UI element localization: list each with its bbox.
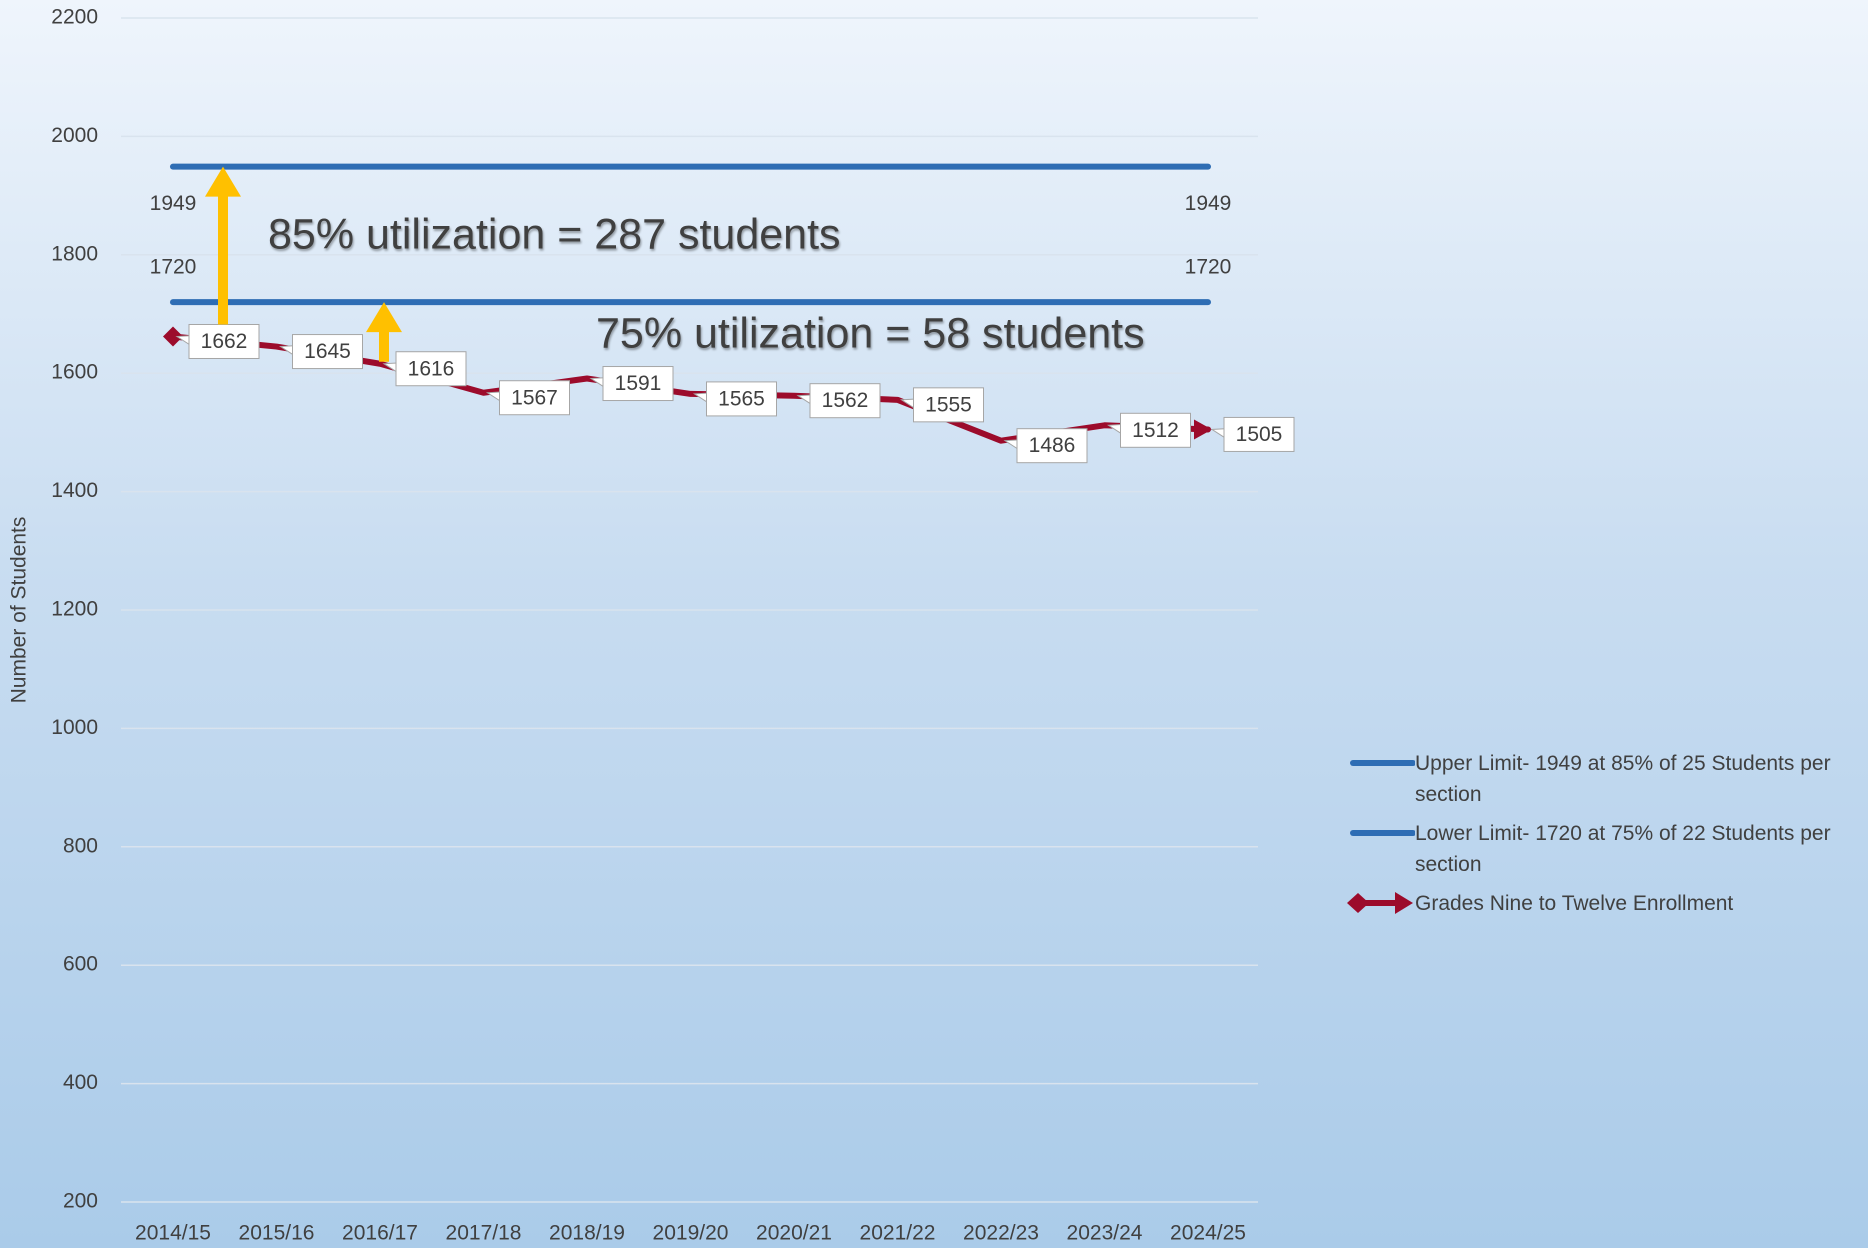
y-tick-label: 2200 <box>51 6 98 29</box>
data-label: 1591 <box>589 366 674 402</box>
x-tick-label: 2021/22 <box>860 1222 936 1245</box>
x-tick-label: 2022/23 <box>963 1222 1039 1245</box>
arrow-head <box>205 166 241 197</box>
x-tick-label: 2023/24 <box>1067 1222 1143 1245</box>
label-box <box>1120 412 1191 448</box>
label-box <box>499 380 570 416</box>
data-label-text: 1562 <box>822 389 869 412</box>
x-tick-label: 2020/21 <box>756 1222 832 1245</box>
data-label: 1616 <box>382 351 467 387</box>
data-label: 1565 <box>692 381 777 417</box>
legend: Upper Limit- 1949 at 85% of 25 Students … <box>1345 748 1860 927</box>
y-tick-label: 1000 <box>51 716 98 739</box>
data-label-text: 1591 <box>615 372 662 395</box>
start-marker <box>163 326 183 347</box>
data-label: 1505 <box>1210 416 1295 452</box>
data-label: 1662 <box>175 323 260 359</box>
y-tick-label: 1400 <box>51 479 98 502</box>
legend-item: Upper Limit- 1949 at 85% of 25 Students … <box>1345 748 1860 810</box>
data-label: 1562 <box>796 383 881 419</box>
label-box <box>809 383 881 419</box>
x-tick-label: 2015/16 <box>239 1222 315 1245</box>
data-label-text: 1616 <box>408 357 455 380</box>
y-tick-label: 400 <box>63 1071 98 1094</box>
label-box <box>602 366 674 402</box>
y-tick-label: 1600 <box>51 361 98 384</box>
annotation: 75% utilization = 58 students <box>596 309 1145 357</box>
label-box <box>1016 428 1088 464</box>
data-label: 1949 <box>150 192 197 215</box>
y-tick-label: 600 <box>63 953 98 976</box>
legend-marker <box>1347 893 1369 913</box>
end-marker <box>1194 419 1212 440</box>
data-label-text: 1567 <box>511 386 558 409</box>
annotation: 85% utilization = 287 students <box>268 210 841 258</box>
x-tick-label: 2019/20 <box>653 1222 729 1245</box>
data-label: 1720 <box>150 256 197 279</box>
y-tick-label: 2000 <box>51 124 98 147</box>
x-tick-label: 2017/18 <box>446 1222 522 1245</box>
legend-key <box>1347 892 1413 914</box>
data-label: 1720 <box>1185 256 1232 279</box>
legend-key <box>1350 830 1415 836</box>
data-label: 1949 <box>1185 192 1232 215</box>
x-tick-label: 2018/19 <box>549 1222 625 1245</box>
legend-label: Grades Nine to Twelve Enrollment <box>1415 892 1734 915</box>
y-axis-label: Number of Students <box>8 517 31 704</box>
data-label-text: 1512 <box>1132 419 1179 442</box>
x-tick-label: 2016/17 <box>342 1222 418 1245</box>
label-box <box>913 387 984 423</box>
arrow-head <box>366 302 402 333</box>
y-tick-label: 1200 <box>51 598 98 621</box>
y-tick-label: 800 <box>63 834 98 857</box>
legend-label: Lower Limit- 1720 at 75% of 22 Students … <box>1415 822 1831 876</box>
y-tick-label: 200 <box>63 1190 98 1213</box>
label-box <box>1223 416 1295 452</box>
x-tick-label: 2014/15 <box>135 1222 211 1245</box>
data-label: 1486 <box>1003 428 1088 464</box>
data-label: 1567 <box>485 380 570 416</box>
data-label-text: 1662 <box>201 330 248 353</box>
data-label-text: 1555 <box>925 393 972 416</box>
data-label: 1512 <box>1106 412 1191 448</box>
data-label: 1555 <box>899 387 984 423</box>
data-label-text: 1486 <box>1029 434 1076 457</box>
y-tick-label: 1800 <box>51 242 98 265</box>
label-box <box>395 351 467 387</box>
legend-item: Lower Limit- 1720 at 75% of 22 Students … <box>1345 818 1860 880</box>
data-label-text: 1505 <box>1236 423 1283 446</box>
label-box <box>292 334 363 370</box>
legend-marker <box>1395 892 1413 914</box>
legend-item: Grades Nine to Twelve Enrollment <box>1345 888 1860 919</box>
legend-key <box>1350 760 1415 766</box>
data-label: 1645 <box>278 334 363 370</box>
x-tick-label: 2024/25 <box>1170 1222 1246 1245</box>
legend-label: Upper Limit- 1949 at 85% of 25 Students … <box>1415 752 1831 806</box>
data-label-text: 1565 <box>718 387 765 410</box>
data-label-text: 1645 <box>304 340 351 363</box>
label-box <box>706 381 777 417</box>
